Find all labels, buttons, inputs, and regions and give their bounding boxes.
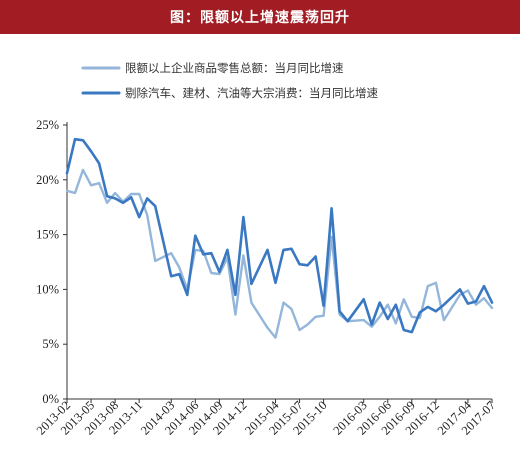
y-tick-label: 15% bbox=[36, 228, 59, 242]
legend-label-2: 剔除汽车、建材、汽油等大宗消费：当月同比增速 bbox=[125, 86, 378, 100]
legend-label-1: 限额以上企业商品零售总额：当月同比增速 bbox=[125, 61, 344, 75]
chart-title: 图：限额以上增速震荡回升 bbox=[170, 10, 350, 26]
y-tick-label: 5% bbox=[42, 337, 59, 351]
series-line-2 bbox=[65, 137, 494, 334]
line-chart: 限额以上企业商品零售总额：当月同比增速剔除汽车、建材、汽油等大宗消费：当月同比增… bbox=[34, 61, 498, 438]
series-line-1 bbox=[65, 168, 494, 339]
y-tick-label: 10% bbox=[36, 282, 59, 296]
y-tick-label: 20% bbox=[36, 173, 59, 187]
y-tick-label: 0% bbox=[42, 392, 59, 406]
y-tick-label: 25% bbox=[36, 118, 59, 132]
chart-title-bar: 图：限额以上增速震荡回升 bbox=[0, 0, 520, 34]
